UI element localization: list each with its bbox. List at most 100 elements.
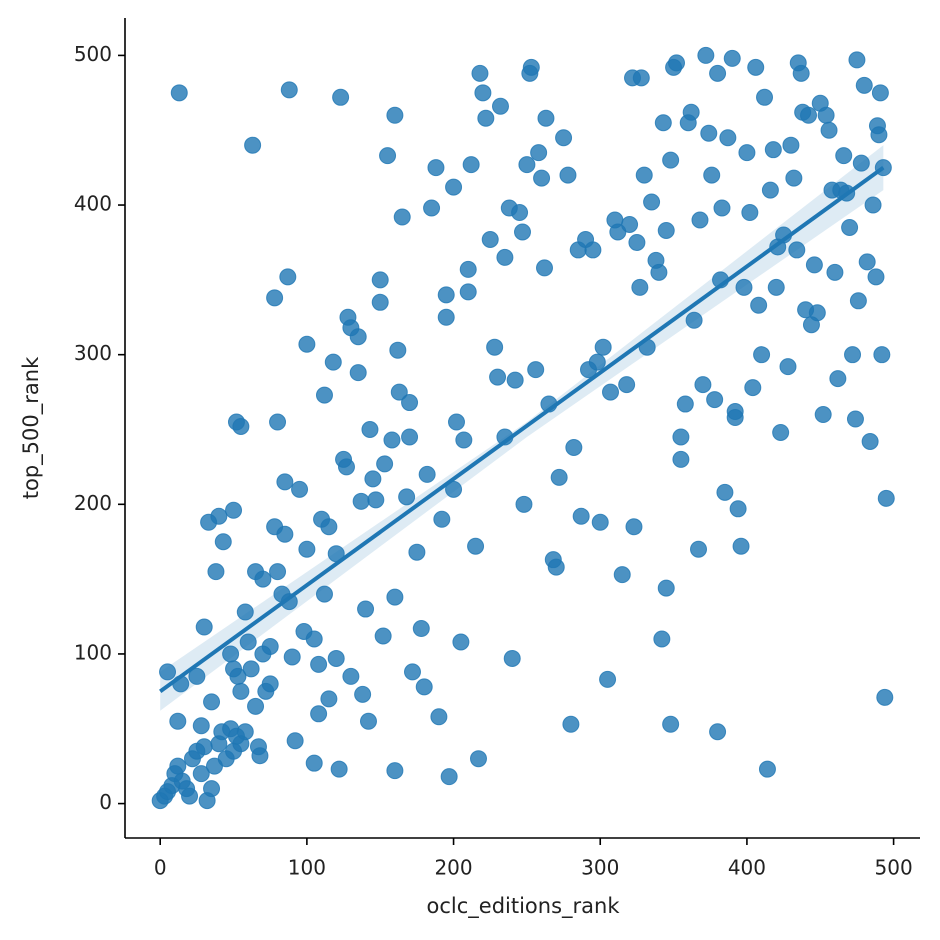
point bbox=[732, 537, 750, 555]
point bbox=[291, 480, 309, 498]
point bbox=[709, 723, 727, 741]
point bbox=[376, 455, 394, 473]
point bbox=[547, 558, 565, 576]
point bbox=[390, 383, 408, 401]
point bbox=[602, 383, 620, 401]
point bbox=[352, 492, 370, 510]
point bbox=[848, 51, 866, 69]
point bbox=[170, 84, 188, 102]
point bbox=[650, 263, 668, 281]
point bbox=[469, 750, 487, 768]
point bbox=[332, 88, 350, 106]
point bbox=[826, 263, 844, 281]
point bbox=[437, 308, 455, 326]
point bbox=[266, 289, 284, 307]
point bbox=[738, 144, 756, 162]
point bbox=[861, 432, 879, 450]
point bbox=[584, 241, 602, 259]
point bbox=[846, 410, 864, 428]
point bbox=[276, 525, 294, 543]
point bbox=[613, 566, 631, 584]
point bbox=[706, 391, 724, 409]
point bbox=[427, 159, 445, 177]
point bbox=[631, 278, 649, 296]
point bbox=[514, 223, 531, 241]
point bbox=[403, 663, 421, 681]
point bbox=[785, 169, 803, 187]
point bbox=[159, 663, 177, 681]
point bbox=[169, 757, 187, 775]
point bbox=[657, 221, 675, 239]
point bbox=[522, 58, 540, 76]
point bbox=[440, 768, 458, 786]
point bbox=[726, 403, 744, 421]
point bbox=[467, 537, 485, 555]
point bbox=[337, 458, 355, 476]
point bbox=[808, 304, 826, 322]
point bbox=[511, 204, 529, 222]
point bbox=[203, 693, 221, 711]
point bbox=[408, 543, 426, 561]
point bbox=[676, 395, 694, 413]
point bbox=[672, 428, 690, 446]
point bbox=[489, 368, 507, 386]
point bbox=[462, 156, 480, 174]
point bbox=[685, 311, 703, 329]
y-tick-label: 0 bbox=[99, 790, 112, 814]
point bbox=[486, 338, 504, 356]
point bbox=[753, 346, 771, 364]
y-axis-label: top_500_rank bbox=[19, 356, 44, 499]
point bbox=[415, 678, 433, 696]
point bbox=[471, 64, 489, 82]
point bbox=[550, 468, 568, 486]
point bbox=[437, 286, 455, 304]
point bbox=[820, 121, 838, 139]
point bbox=[515, 495, 533, 513]
point bbox=[841, 218, 859, 236]
point bbox=[536, 259, 554, 277]
y-tick-label: 300 bbox=[74, 341, 112, 365]
point bbox=[723, 49, 741, 67]
y-tick-label: 400 bbox=[74, 192, 112, 216]
point bbox=[195, 618, 213, 636]
point bbox=[635, 166, 653, 184]
point bbox=[662, 715, 680, 733]
point bbox=[772, 423, 790, 441]
point bbox=[203, 780, 221, 798]
point bbox=[354, 685, 372, 703]
point bbox=[849, 292, 867, 310]
point bbox=[349, 328, 367, 346]
point bbox=[361, 420, 379, 438]
y-tick-label: 500 bbox=[74, 42, 112, 66]
x-tick-label: 100 bbox=[288, 856, 326, 880]
point bbox=[654, 114, 672, 132]
point bbox=[371, 293, 389, 311]
point bbox=[800, 106, 818, 124]
point bbox=[817, 106, 835, 124]
point bbox=[459, 260, 477, 278]
point bbox=[735, 278, 753, 296]
point bbox=[591, 513, 609, 531]
point bbox=[188, 667, 206, 685]
y-tick-label: 200 bbox=[74, 491, 112, 515]
point bbox=[474, 84, 492, 102]
point bbox=[330, 760, 348, 778]
point bbox=[181, 787, 199, 805]
point bbox=[433, 510, 451, 528]
point bbox=[588, 353, 606, 371]
point bbox=[269, 413, 287, 431]
point bbox=[657, 579, 675, 597]
point bbox=[877, 489, 895, 507]
point bbox=[445, 178, 463, 196]
point bbox=[279, 268, 297, 286]
point bbox=[741, 204, 759, 222]
point bbox=[401, 394, 419, 412]
point bbox=[305, 754, 323, 772]
point bbox=[864, 196, 882, 214]
point bbox=[236, 723, 254, 741]
point bbox=[401, 428, 419, 446]
point bbox=[572, 507, 590, 525]
point bbox=[286, 732, 304, 750]
point bbox=[764, 141, 782, 159]
point bbox=[310, 705, 328, 723]
